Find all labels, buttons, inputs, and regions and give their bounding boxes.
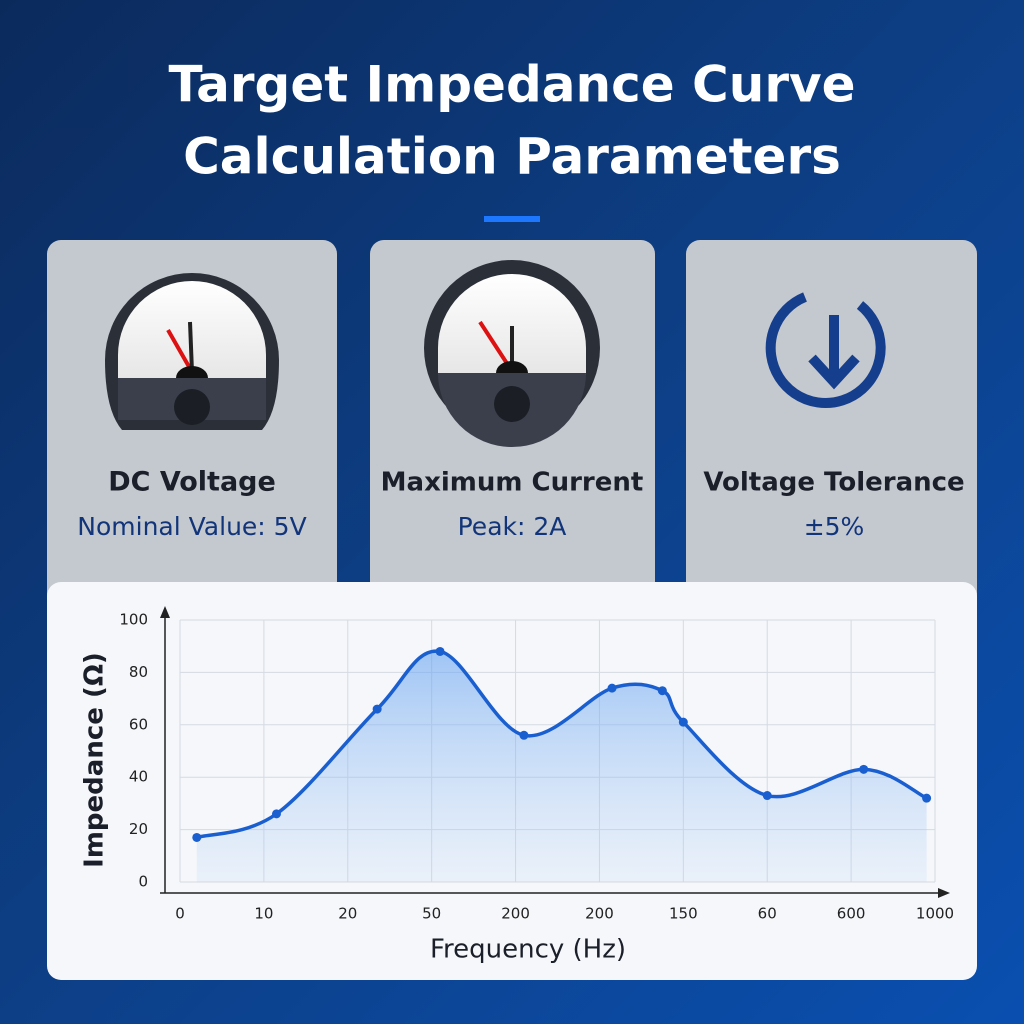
- tolerance-icon: [765, 292, 886, 408]
- card-value: Nominal Value: 5V: [77, 512, 306, 541]
- point: [762, 791, 772, 801]
- point: [922, 793, 932, 803]
- point: [192, 832, 202, 842]
- x-tick-label: 150: [669, 905, 698, 923]
- x-tick-label: 600: [837, 905, 866, 923]
- axis-arrow: [938, 888, 950, 898]
- gauge-icon: [105, 273, 279, 430]
- y-axis-label: Impedance (Ω): [80, 652, 110, 868]
- y-tick-label: 100: [119, 611, 148, 629]
- card-title: DC Voltage: [108, 467, 276, 498]
- point: [859, 764, 869, 774]
- title-line: Calculation Parameters: [183, 128, 841, 186]
- x-tick-label: 50: [422, 905, 441, 923]
- point: [271, 809, 281, 819]
- line: [196, 649, 928, 840]
- card-title: Maximum Current: [381, 468, 644, 498]
- x-tick-label: 1000: [916, 905, 954, 923]
- x-tick-label: 10: [254, 905, 273, 923]
- card-title: Voltage Tolerance: [703, 468, 964, 498]
- card-value: ±5%: [804, 512, 865, 541]
- point: [435, 646, 445, 656]
- point: [372, 704, 382, 714]
- gauge-icon: [424, 260, 600, 447]
- x-tick-label: 200: [501, 905, 530, 923]
- x-tick-label: 60: [758, 905, 777, 923]
- x-tick-label: 0: [175, 905, 185, 923]
- x-tick-label: 200: [585, 905, 614, 923]
- card: [686, 240, 977, 610]
- y-tick-label: 60: [129, 715, 148, 733]
- y-tick-label: 0: [138, 873, 148, 891]
- axis-arrow: [160, 606, 170, 618]
- point: [657, 686, 667, 696]
- x-axis-label: Frequency (Hz): [430, 935, 626, 965]
- y-tick-label: 80: [129, 663, 148, 681]
- title-line: Target Impedance Curve: [168, 56, 855, 114]
- point: [678, 717, 688, 727]
- card-value: Peak: 2A: [458, 512, 567, 541]
- point: [519, 730, 529, 740]
- x-tick-label: 20: [338, 905, 357, 923]
- title-underline: [484, 216, 540, 222]
- point: [607, 683, 617, 693]
- y-tick-label: 40: [129, 768, 148, 786]
- y-tick-label: 20: [129, 820, 148, 838]
